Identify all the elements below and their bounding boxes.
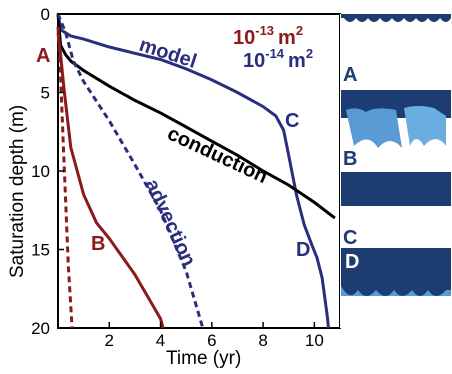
legend-2-base: 10 bbox=[243, 50, 265, 72]
x-tick-label: 4 bbox=[156, 331, 165, 350]
series-line-conduction bbox=[56, 13, 336, 220]
annotation-model: model bbox=[136, 34, 199, 73]
panel-b-label: B bbox=[343, 148, 357, 170]
y-tick-label: 0 bbox=[41, 5, 50, 24]
panel-c: C bbox=[341, 172, 451, 249]
series-layer bbox=[56, 13, 336, 329]
annotation-advection: advection bbox=[140, 176, 199, 270]
panel-a-image bbox=[341, 14, 451, 80]
x-tick-label: 8 bbox=[258, 331, 267, 350]
panel-d: D bbox=[341, 248, 451, 296]
legend-1-unit-exp: 2 bbox=[296, 23, 303, 38]
panel-d-label: D bbox=[345, 251, 359, 273]
x-tick-label: 6 bbox=[207, 331, 216, 350]
series-line-a bbox=[56, 32, 165, 329]
y-axis-title: Saturation depth (m) bbox=[7, 105, 28, 278]
panel-d-image bbox=[341, 248, 451, 296]
y-tick-label: 15 bbox=[31, 241, 50, 260]
legend-2-unit-exp: 2 bbox=[306, 46, 313, 61]
panel-b-plume-1 bbox=[346, 108, 402, 148]
panel-c-image bbox=[341, 172, 451, 206]
panel-d-fringe bbox=[341, 286, 451, 296]
legend-2-exp: -14 bbox=[265, 46, 285, 61]
x-tick-label: 2 bbox=[105, 331, 114, 350]
y-tick-label: 20 bbox=[31, 319, 50, 338]
panel-c-label: C bbox=[343, 227, 357, 249]
panel-b-plume-2 bbox=[404, 106, 446, 146]
legend-1-unit: m bbox=[278, 27, 296, 49]
legend: 10-13 m2 10-14 m2 bbox=[233, 23, 313, 72]
legend-1-base: 10 bbox=[233, 27, 255, 49]
y-tick-label: 10 bbox=[31, 162, 50, 181]
annotation-d: D bbox=[296, 239, 310, 261]
y-tick-label: 5 bbox=[41, 84, 50, 103]
panel-b: B bbox=[341, 90, 451, 170]
legend-2-unit: m bbox=[288, 50, 306, 72]
x-tick-label: 10 bbox=[305, 331, 324, 350]
annotation-c: C bbox=[285, 110, 299, 132]
series-line-model bbox=[56, 13, 330, 329]
panel-a-label: A bbox=[343, 64, 357, 86]
x-axis-title: Time (yr) bbox=[166, 348, 241, 369]
annotation-b: B bbox=[91, 233, 105, 255]
annotation-a: A bbox=[36, 45, 50, 67]
series-line-advection bbox=[56, 13, 205, 329]
legend-1-exp: -13 bbox=[255, 23, 274, 38]
ticks-layer: 2 4 6 8 10 0 5 10 15 20 bbox=[31, 5, 324, 350]
series-line-advection-10-13 bbox=[56, 26, 74, 329]
annotation-conduction: conduction bbox=[164, 123, 271, 188]
side-panels: A B C D bbox=[340, 14, 451, 328]
panel-a: A bbox=[341, 14, 451, 86]
legend-entry-2: 10-14 m2 bbox=[243, 46, 313, 72]
panel-a-fringe bbox=[341, 14, 451, 22]
legend-entry-1: 10-13 m2 bbox=[233, 23, 303, 49]
